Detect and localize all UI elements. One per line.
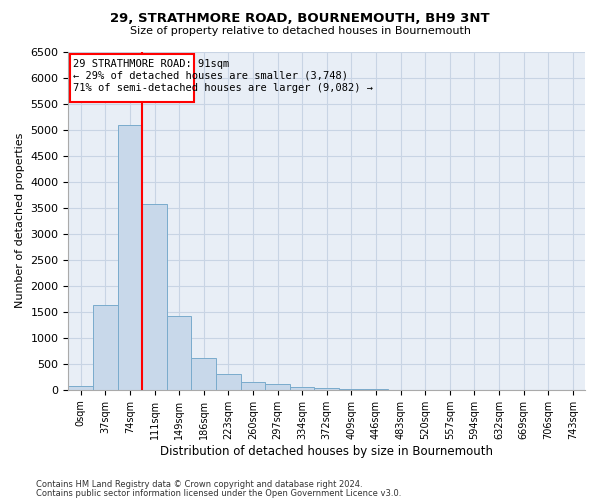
Bar — [339, 389, 364, 390]
Bar — [93, 306, 118, 390]
Bar — [290, 386, 314, 390]
Text: Size of property relative to detached houses in Bournemouth: Size of property relative to detached ho… — [130, 26, 470, 36]
Bar — [265, 384, 290, 390]
X-axis label: Distribution of detached houses by size in Bournemouth: Distribution of detached houses by size … — [160, 444, 493, 458]
Text: 29 STRATHMORE ROAD: 91sqm: 29 STRATHMORE ROAD: 91sqm — [73, 60, 230, 70]
Text: Contains public sector information licensed under the Open Government Licence v3: Contains public sector information licen… — [36, 489, 401, 498]
Text: ← 29% of detached houses are smaller (3,748): ← 29% of detached houses are smaller (3,… — [73, 71, 349, 81]
Bar — [68, 386, 93, 390]
Bar — [191, 358, 216, 390]
Bar — [216, 374, 241, 390]
Bar — [167, 316, 191, 390]
Text: Contains HM Land Registry data © Crown copyright and database right 2024.: Contains HM Land Registry data © Crown c… — [36, 480, 362, 489]
Bar — [241, 382, 265, 390]
Bar — [118, 126, 142, 390]
Bar — [142, 204, 167, 390]
Text: 71% of semi-detached houses are larger (9,082) →: 71% of semi-detached houses are larger (… — [73, 82, 373, 92]
Bar — [314, 388, 339, 390]
FancyBboxPatch shape — [70, 54, 194, 102]
Text: 29, STRATHMORE ROAD, BOURNEMOUTH, BH9 3NT: 29, STRATHMORE ROAD, BOURNEMOUTH, BH9 3N… — [110, 12, 490, 26]
Y-axis label: Number of detached properties: Number of detached properties — [15, 133, 25, 308]
